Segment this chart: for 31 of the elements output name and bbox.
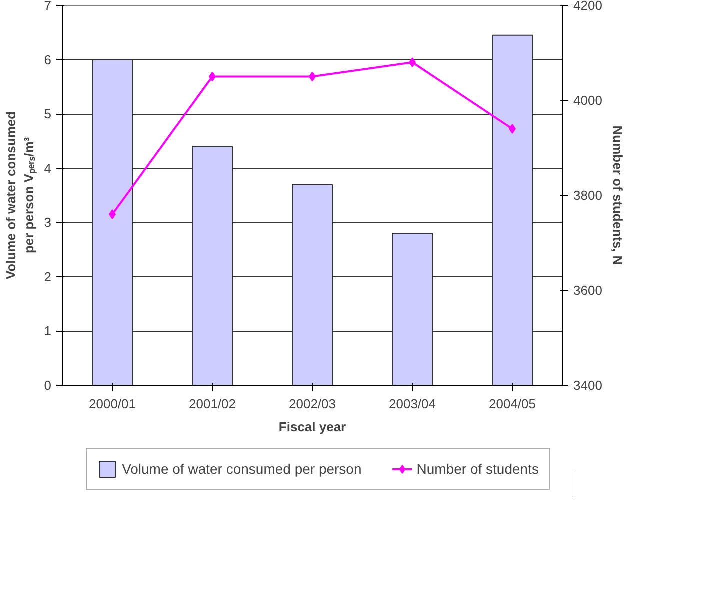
x-tick-label: 2002/03 — [289, 396, 336, 412]
y-axis-title: Volume of water consumed per person Vₚₑᵣₛ/m³ — [3, 111, 38, 280]
bar — [492, 34, 533, 386]
point — [509, 124, 516, 134]
bar — [292, 184, 333, 386]
x-tick-label: 2004/05 — [489, 396, 536, 412]
x-tick-label: 2001/02 — [189, 396, 236, 412]
y-tick-label: 4 — [44, 160, 52, 176]
bar — [92, 59, 133, 386]
x-tick-label: 2003/04 — [389, 396, 436, 412]
y2-tick-label: 3600 — [574, 283, 602, 298]
y-tick-label: 1 — [44, 324, 52, 339]
legend-label: Number of students — [416, 461, 539, 477]
x-axis-title: Fiscal year — [278, 420, 346, 434]
y-tick-label: 3 — [44, 215, 52, 230]
y2-axis-title: Number of students, N — [610, 126, 626, 266]
y2-tick-label: 3400 — [574, 378, 602, 393]
y2-tick-label: 4200 — [574, 0, 602, 13]
y-tick-label: 5 — [44, 106, 52, 122]
y-tick-label: 6 — [44, 52, 52, 68]
point — [409, 58, 416, 68]
legend-label: Volume of water consumed per person — [122, 461, 362, 477]
bar — [192, 146, 233, 386]
y2-tick-label: 4000 — [574, 93, 602, 108]
x-tick-label: 2000/01 — [89, 396, 136, 412]
bar — [392, 233, 433, 386]
y2-tick-label: 3800 — [574, 188, 602, 203]
point — [109, 210, 116, 220]
y-tick-label: 2 — [44, 269, 52, 284]
y-tick-label: 7 — [44, 0, 52, 13]
y-tick-label: 0 — [44, 378, 52, 393]
